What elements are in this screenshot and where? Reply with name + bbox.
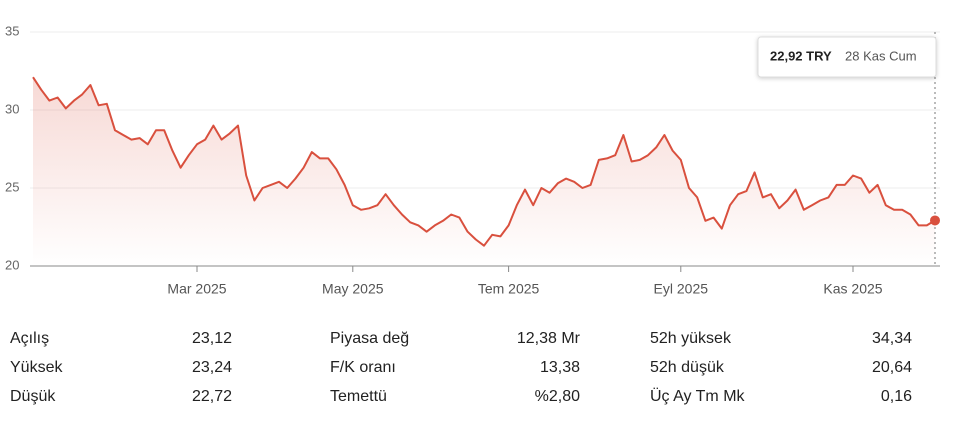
last-point <box>930 215 940 226</box>
area <box>33 77 935 266</box>
y-tick-label: 30 <box>5 101 19 116</box>
stat-label: 52h yüksek <box>650 330 732 347</box>
stat-value: 13,38 <box>540 359 580 376</box>
x-tick-label: Tem 2025 <box>478 281 540 297</box>
stat-value: 23,12 <box>192 330 232 347</box>
stat-value: 20,64 <box>872 359 912 376</box>
price-line <box>32 76 936 247</box>
stat-label: 52h düşük <box>650 359 725 376</box>
stat-label: F/K oranı <box>330 359 396 376</box>
tooltip-value: 22,92 TRY <box>770 48 832 63</box>
tooltip-box <box>757 36 937 78</box>
tooltip-date: 28 Kas Cum <box>845 48 917 63</box>
stat-label: Açılış <box>10 330 49 347</box>
stat-value: 23,24 <box>192 359 232 376</box>
stat-value: 12,38 Mr <box>517 330 581 347</box>
x-tick-label: Kas 2025 <box>823 281 882 297</box>
stat-label: Piyasa değ <box>330 330 409 347</box>
x-tick-label: Mar 2025 <box>167 281 226 297</box>
x-tick-label: May 2025 <box>322 281 384 297</box>
stat-value: 22,72 <box>192 388 232 405</box>
stat-label: Temettü <box>330 388 387 405</box>
stat-label: Üç Ay Tm Mk <box>650 387 746 405</box>
stat-value: 34,34 <box>872 330 912 347</box>
stat-label: Düşük <box>10 388 56 405</box>
y-tick-label: 20 <box>5 257 19 272</box>
x-tick-label: Eyl 2025 <box>654 281 709 297</box>
stat-value: %2,80 <box>535 388 580 405</box>
stat-value: 0,16 <box>881 388 912 405</box>
y-tick-label: 35 <box>5 23 19 38</box>
stat-label: Yüksek <box>10 359 63 376</box>
y-tick-label: 25 <box>5 179 19 194</box>
